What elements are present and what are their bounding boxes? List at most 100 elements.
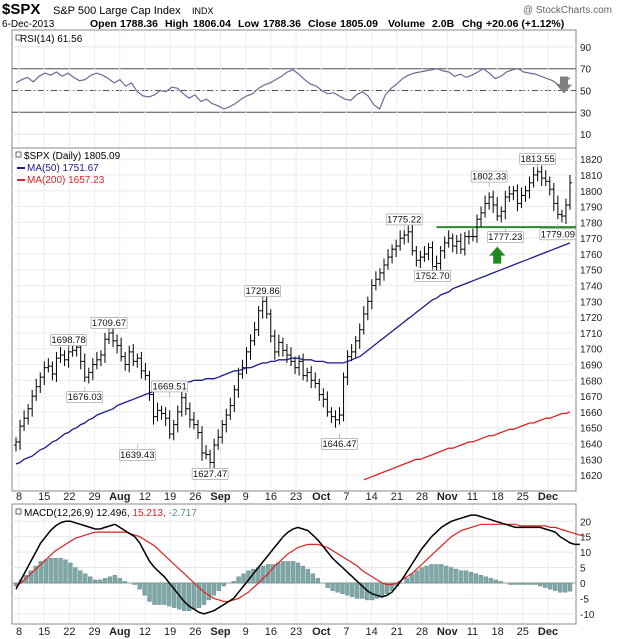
- price-bar: [398, 230, 403, 251]
- macd-histogram-bar: [33, 565, 38, 584]
- macd-histogram-bar: [221, 582, 226, 587]
- price-bar: [474, 214, 479, 243]
- watermark: @ StockCharts.com: [523, 5, 612, 16]
- price-bar: [434, 255, 439, 272]
- macd-histogram-bar: [459, 570, 464, 584]
- price-bar: [523, 186, 528, 202]
- macd-histogram-bar: [142, 582, 147, 596]
- macd-histogram-bar: [300, 565, 306, 584]
- macd-histogram-bar: [374, 582, 380, 599]
- macd-histogram-bar: [88, 576, 93, 584]
- chart-date: 6-Dec-2013: [2, 19, 55, 30]
- price-bar: [179, 389, 184, 417]
- price-bar: [252, 321, 257, 346]
- macd-histogram-bar: [48, 558, 53, 584]
- price-bar: [349, 343, 354, 362]
- price-bar: [458, 233, 463, 254]
- price-annotation: 1779.09: [539, 223, 577, 240]
- price-bar: [183, 392, 188, 416]
- price-bar: [272, 329, 277, 360]
- macd-histogram-bar: [236, 576, 241, 584]
- price-bar: [276, 334, 281, 357]
- rsi-panel: 10 30 50 70 90 RSI(14) 61.56: [11, 29, 592, 149]
- macd-histogram-bar: [498, 581, 503, 584]
- x-axis-label-bottom: Aug: [109, 626, 130, 638]
- x-axis-label-bottom: 28: [416, 626, 428, 638]
- price-bar: [341, 372, 346, 422]
- macd-histogram-bar: [548, 582, 553, 590]
- price-bar: [410, 223, 415, 256]
- price-bar: [98, 350, 103, 367]
- price-bar: [503, 190, 508, 220]
- macd-histogram-bar: [493, 579, 498, 584]
- price-bar: [568, 174, 572, 210]
- price-bar: [54, 351, 59, 382]
- macd-histogram-bar: [162, 582, 167, 605]
- price-annotation: 1729.86: [244, 285, 281, 302]
- price-bar: [167, 410, 172, 439]
- x-axis-label-bottom: 16: [265, 626, 277, 638]
- macd-histogram-bar: [241, 573, 246, 584]
- price-bar: [30, 389, 35, 417]
- price-bar: [559, 209, 564, 223]
- price-bar: [123, 351, 128, 371]
- x-axis-label-bottom: 23: [290, 626, 302, 638]
- x-axis-label-bottom: Sep: [210, 626, 230, 638]
- x-axis-label: 23: [290, 491, 302, 503]
- price-annotation: 1752.70: [414, 265, 451, 282]
- x-axis-label: 25: [517, 491, 529, 503]
- price-bar: [14, 437, 18, 452]
- macd-histogram-bar: [523, 582, 528, 585]
- macd-histogram-bar: [562, 582, 568, 593]
- price-bar: [163, 407, 168, 427]
- macd-histogram-bar: [73, 567, 78, 584]
- price-annotation-label: 1813.55: [520, 154, 554, 165]
- price-bar: [135, 353, 140, 368]
- macd-histogram-bar: [38, 561, 43, 584]
- ma50-legend: MA(50) 1751.67: [27, 163, 99, 174]
- macd-tick-label: 15: [580, 533, 592, 544]
- macd-histogram-bar: [533, 582, 538, 585]
- x-axis-label: Nov: [437, 491, 459, 503]
- x-axis-label: 11: [467, 491, 478, 503]
- price-bar: [450, 233, 455, 253]
- price-bar: [86, 367, 91, 384]
- price-bar: [236, 367, 241, 398]
- price-bar: [535, 167, 540, 182]
- price-bar: [159, 405, 164, 420]
- macd-histogram-bar: [167, 582, 172, 607]
- price-annotation: 1698.78: [50, 334, 87, 351]
- price-bar: [187, 402, 192, 428]
- x-axis-label-bottom: 18: [491, 626, 503, 638]
- price-annotation: 1676.03: [66, 386, 104, 403]
- price-tick-label: 1750: [580, 266, 603, 277]
- price-bar: [325, 391, 330, 417]
- volume-value: 2.0B: [432, 18, 455, 30]
- price-bar: [18, 419, 23, 450]
- x-axis-label-bottom: 12: [139, 626, 151, 638]
- price-annotation-label: 1802.33: [472, 172, 506, 183]
- price-tick-label: 1820: [580, 155, 603, 166]
- macd-histogram-bar: [350, 582, 355, 598]
- macd-histogram-bar: [28, 570, 34, 584]
- macd-tick-label: -5: [580, 594, 589, 605]
- x-axis-label: 21: [391, 491, 403, 503]
- price-bar: [487, 192, 492, 210]
- price-legend-box: [15, 151, 22, 158]
- macd-histogram-bar: [147, 582, 152, 602]
- price-bar: [394, 239, 399, 258]
- x-axis-label-bottom: Dec: [538, 626, 558, 638]
- price-annotation: 1709.67: [90, 317, 128, 334]
- macd-histogram-bar: [543, 582, 548, 588]
- chg-value: +20.06 (+1.12%): [486, 18, 564, 30]
- price-tick-label: 1700: [580, 345, 603, 356]
- price-annotation: 1646.47: [321, 433, 358, 450]
- price-bar: [102, 332, 107, 363]
- macd-histogram-bar: [345, 582, 350, 596]
- open-value: 1788.36: [120, 18, 158, 30]
- price-bar: [353, 336, 358, 359]
- macd-histogram-bar: [478, 575, 484, 584]
- macd-histogram-bar: [369, 582, 375, 601]
- macd-histogram-bar: [434, 564, 439, 584]
- price-tick-label: 1780: [580, 218, 603, 229]
